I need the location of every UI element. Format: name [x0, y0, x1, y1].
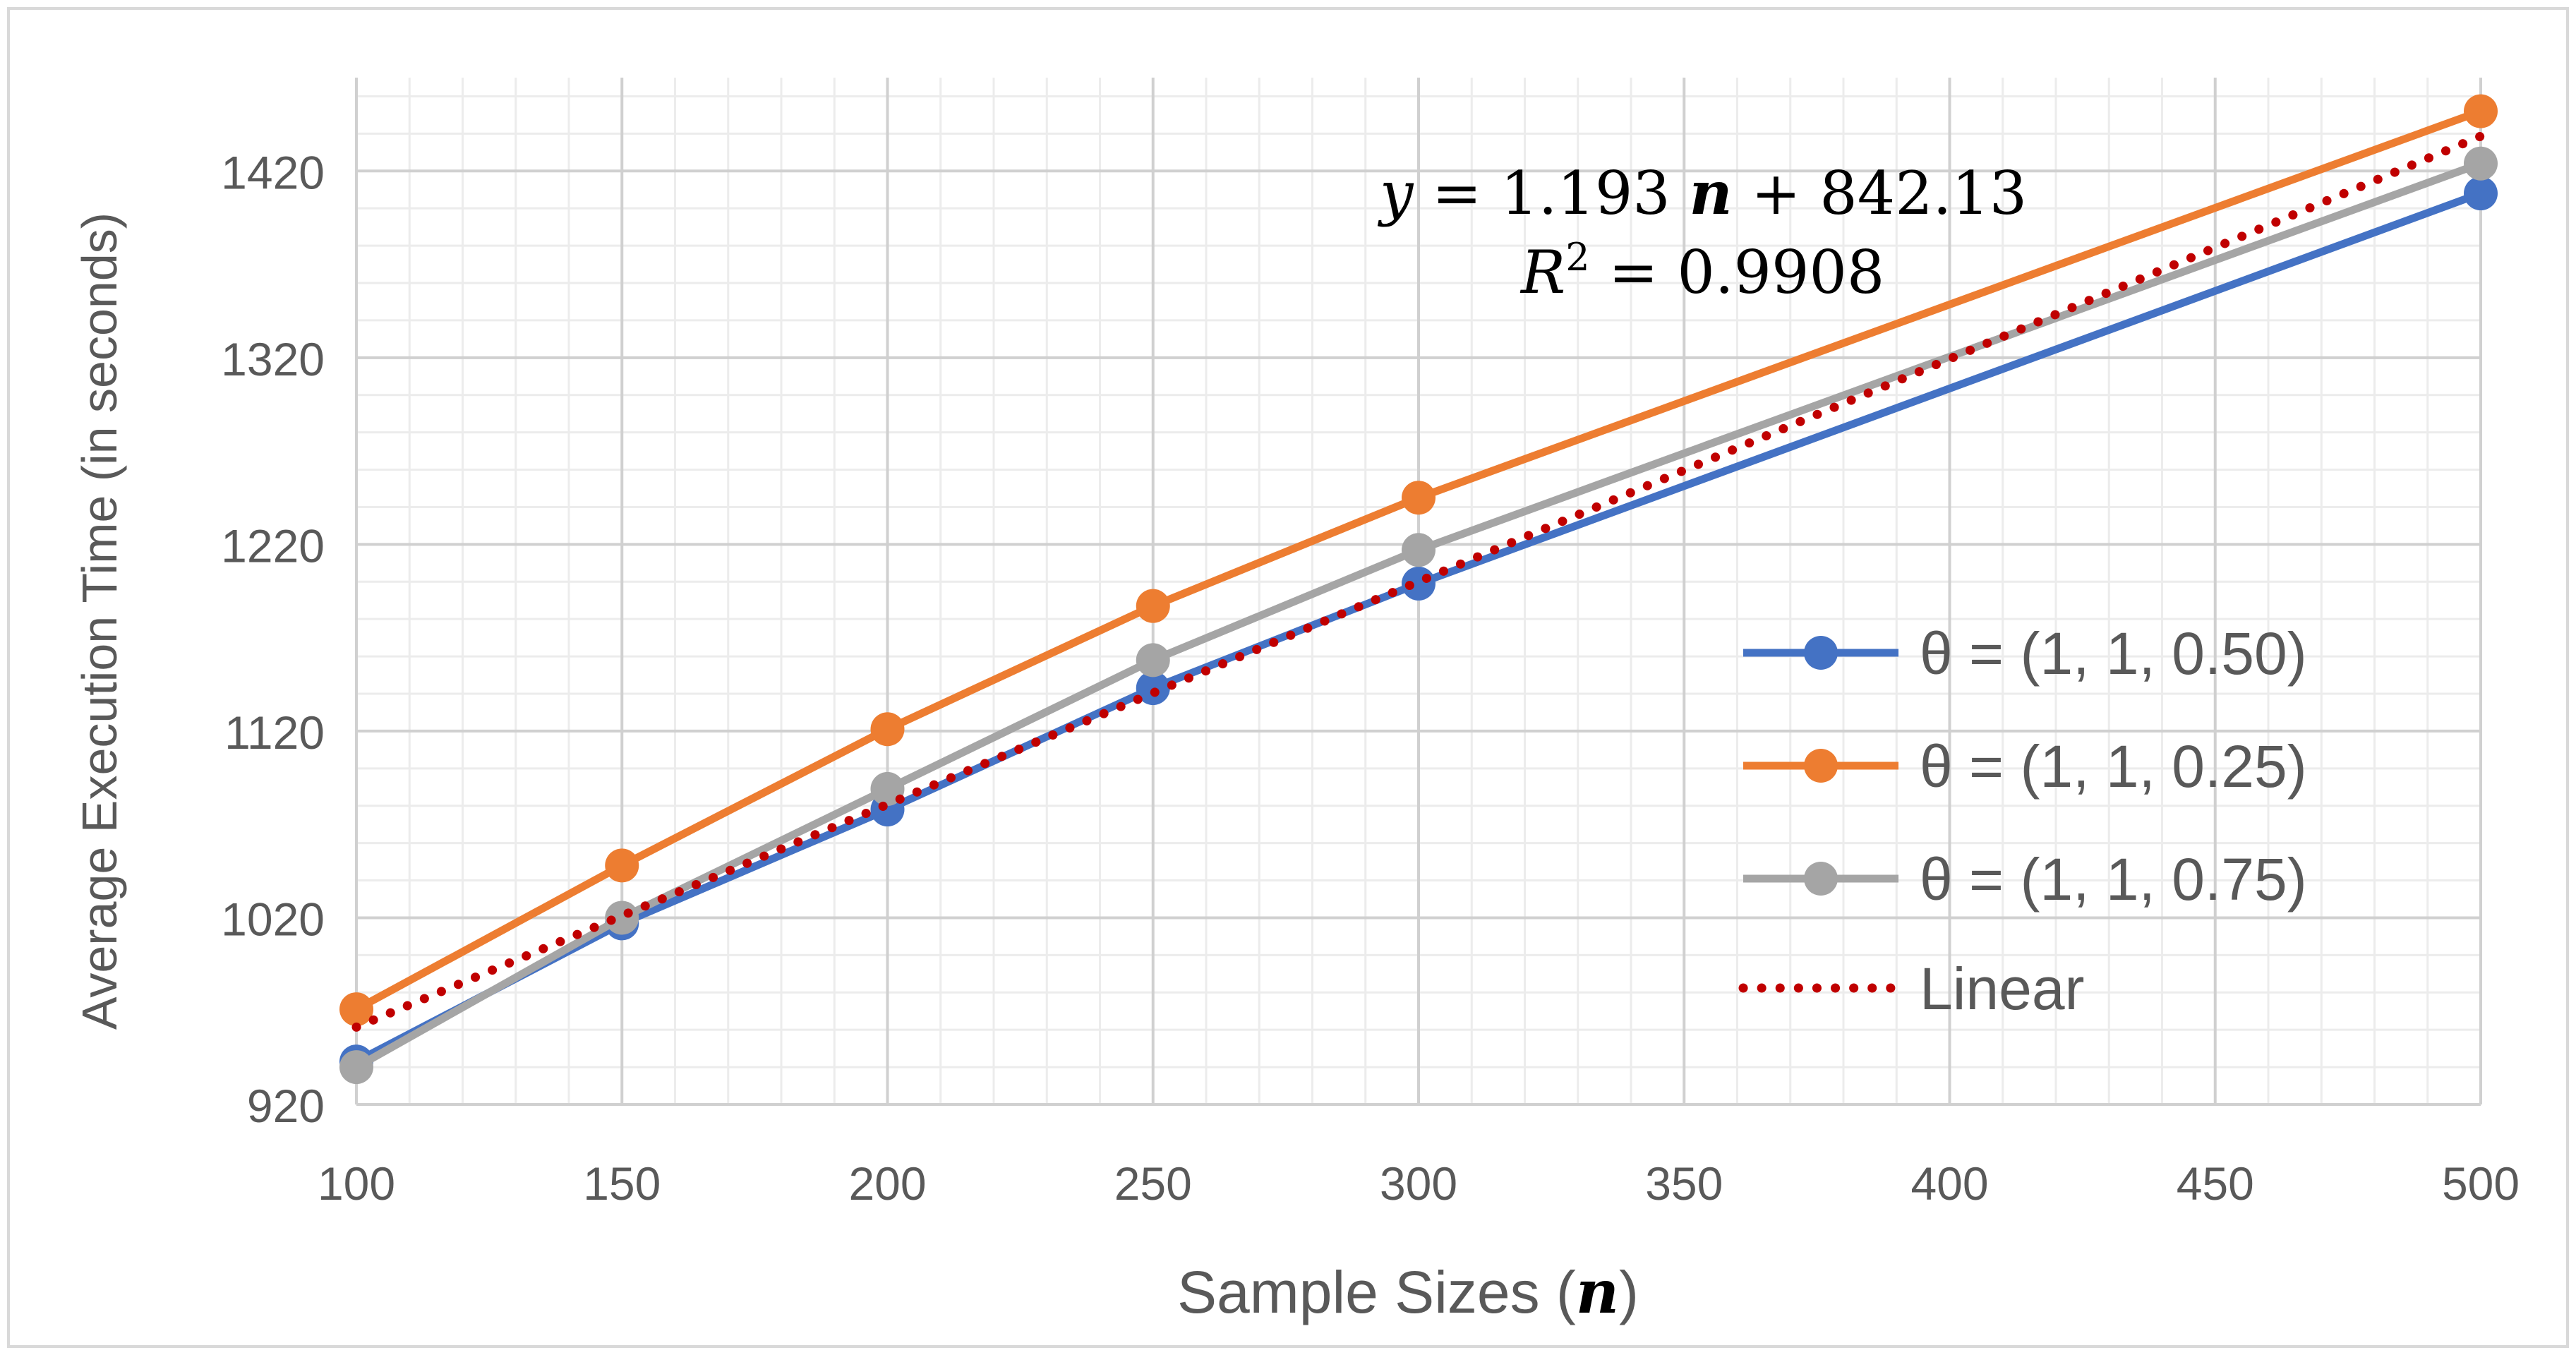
y-tick-label: 1320	[221, 333, 325, 385]
x-axis-tick-labels: 100 150 200 250 300 350 400 450 500	[318, 1157, 2520, 1210]
series-line-2	[354, 107, 2482, 1013]
legend-label-series-1: θ = (1, 1, 0.50)	[1920, 620, 2307, 687]
data-point-series-2	[1402, 481, 1436, 515]
legend-item-series-2: θ = (1, 1, 0.25)	[1743, 733, 2307, 800]
r2-value: = 0.9908	[1590, 238, 1885, 307]
trendline-equation: y = 1.193 n + 842.13	[1377, 158, 2027, 228]
data-point-series-2	[1136, 589, 1170, 623]
chart-border	[7, 7, 2569, 1348]
trendline-layer	[351, 131, 2486, 1032]
data-point-series-3	[2464, 146, 2498, 181]
legend-marker-series-2	[1804, 749, 1838, 783]
equation-lhs: y	[1377, 159, 1414, 228]
y-tick-label: 1020	[221, 893, 325, 945]
legend-item-series-1: θ = (1, 1, 0.50)	[1743, 620, 2307, 687]
legend-label-series-3: θ = (1, 1, 0.75)	[1920, 846, 2307, 913]
x-axis-title-symbol: n	[1576, 1257, 1619, 1327]
x-axis-title-text: Sample Sizes (	[1177, 1259, 1576, 1325]
data-point-series-2	[339, 992, 373, 1027]
data-point-series-2	[870, 712, 905, 747]
x-tick-label: 350	[1645, 1157, 1723, 1210]
legend-marker-series-1	[1804, 636, 1838, 670]
legend-item-trendline: Linear	[1738, 956, 2085, 1022]
trendline-linear	[351, 131, 2486, 1032]
series-line-3	[354, 159, 2482, 1071]
x-tick-label: 300	[1380, 1157, 1457, 1210]
x-tick-label: 400	[1910, 1157, 1988, 1210]
data-point-series-2	[605, 848, 639, 883]
legend-label-series-2: θ = (1, 1, 0.25)	[1920, 733, 2307, 800]
legend: θ = (1, 1, 0.50) θ = (1, 1, 0.25) θ = (1…	[1738, 620, 2307, 1022]
y-axis-tick-labels: 920 1020 1120 1220 1320 1420	[221, 146, 325, 1132]
series-layer	[339, 94, 2498, 1085]
x-axis-title: Sample Sizes (n)	[1177, 1257, 1639, 1327]
x-axis-title-close: )	[1619, 1259, 1639, 1325]
x-tick-label: 100	[318, 1157, 395, 1210]
legend-item-series-3: θ = (1, 1, 0.75)	[1743, 846, 2307, 913]
y-tick-label: 1420	[221, 146, 325, 198]
data-point-series-2	[2464, 94, 2498, 128]
equation-var: n	[1689, 158, 1732, 228]
x-tick-label: 200	[848, 1157, 926, 1210]
data-point-series-3	[1402, 533, 1436, 567]
equation-eq: = 1.193	[1413, 159, 1689, 228]
y-tick-label: 920	[247, 1080, 325, 1132]
y-tick-label: 1220	[221, 519, 325, 572]
r2-exponent: 2	[1565, 235, 1589, 279]
equation-rhs: + 842.13	[1733, 159, 2028, 228]
legend-label-trendline: Linear	[1920, 956, 2085, 1022]
data-point-series-3	[339, 1050, 373, 1085]
x-tick-label: 500	[2442, 1157, 2520, 1210]
x-tick-label: 150	[583, 1157, 661, 1210]
data-point-series-1	[2464, 176, 2498, 211]
data-point-series-3	[1136, 643, 1170, 678]
x-tick-label: 250	[1114, 1157, 1192, 1210]
legend-marker-series-3	[1804, 862, 1838, 896]
y-tick-label: 1120	[224, 706, 325, 759]
x-tick-label: 450	[2177, 1157, 2254, 1210]
y-axis-title: Average Execution Time (in seconds)	[72, 212, 127, 1030]
r2-symbol: R	[1519, 238, 1565, 307]
r-squared-label: R2 = 0.9908	[1519, 235, 1884, 307]
